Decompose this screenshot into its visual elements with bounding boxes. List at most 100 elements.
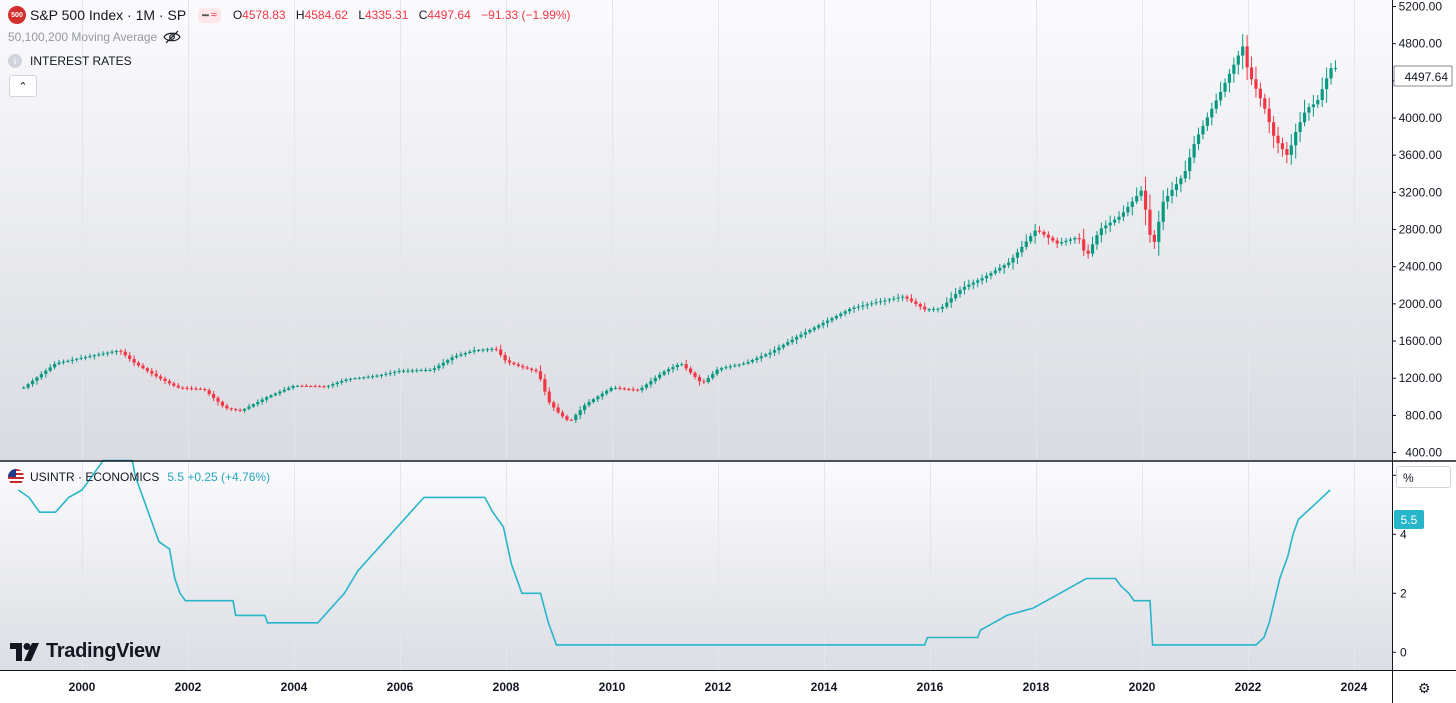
- time-tick-label: 2016: [917, 680, 944, 694]
- tradingview-logo[interactable]: TradingView: [10, 640, 160, 663]
- last-price-text: 4497.64: [1405, 70, 1449, 84]
- rate-symbol[interactable]: USINTR · ECONOMICS: [30, 470, 160, 484]
- candle-body: [145, 368, 149, 371]
- candle-body: [225, 405, 229, 409]
- candle-body: [1174, 184, 1179, 191]
- candle-body: [1188, 157, 1192, 172]
- candle-body: [397, 370, 401, 372]
- candle-body: [1051, 237, 1055, 241]
- candle-body: [772, 350, 777, 353]
- candle-body: [768, 352, 772, 355]
- candle-body: [1073, 238, 1077, 240]
- candle-body: [97, 354, 101, 356]
- candle-body: [1219, 91, 1223, 101]
- candle-body: [839, 313, 843, 316]
- candlestick-series: [22, 33, 1338, 423]
- candle-body: [622, 388, 626, 390]
- candle-body: [1086, 250, 1090, 254]
- candle-body: [1055, 240, 1059, 244]
- candle-body: [596, 396, 600, 400]
- candle-body: [613, 387, 618, 389]
- candle-body: [481, 349, 485, 351]
- candle-body: [437, 365, 441, 369]
- candle-body: [48, 367, 52, 371]
- candle-body: [817, 325, 821, 328]
- candle-body: [212, 394, 216, 398]
- candle-body: [759, 356, 763, 359]
- candle-body: [1015, 252, 1020, 258]
- candle-body: [189, 388, 194, 390]
- candle-body: [216, 397, 220, 402]
- candle-body: [123, 351, 127, 356]
- candle-body: [737, 364, 741, 366]
- eye-hidden-icon[interactable]: [163, 30, 181, 44]
- time-tick-label: 2012: [705, 680, 732, 694]
- candle-body: [949, 298, 953, 303]
- candle-body: [636, 389, 640, 391]
- candle-body: [172, 383, 176, 386]
- candle-body: [176, 385, 180, 388]
- ma-label: 50,100,200 Moving Average: [8, 30, 158, 44]
- candle-body: [1068, 239, 1073, 241]
- candle-body: [799, 334, 803, 337]
- candle-body: [750, 360, 755, 362]
- candle-body: [755, 358, 759, 361]
- ohlc-change-value: −91.33 (−1.99%): [481, 8, 571, 22]
- candle-body: [795, 336, 799, 340]
- candle-body: [247, 406, 251, 409]
- candle-body: [719, 368, 724, 370]
- time-tick-label: 2004: [281, 680, 308, 694]
- candle-body: [556, 407, 560, 413]
- percent-scale-box[interactable]: %: [1396, 466, 1451, 488]
- rate-tick-label: 0: [1400, 645, 1407, 659]
- candle-body: [512, 362, 516, 365]
- candle-body: [671, 367, 675, 370]
- candle-body: [574, 415, 578, 420]
- candle-body: [1214, 100, 1218, 109]
- candle-body: [1254, 79, 1258, 89]
- candle-body: [728, 366, 732, 368]
- candle-body: [516, 364, 520, 366]
- candle-body: [278, 391, 282, 394]
- candle-body: [640, 387, 644, 391]
- symbol-badge[interactable]: 500: [8, 6, 26, 24]
- candle-body: [733, 365, 737, 367]
- interest-legend[interactable]: i INTEREST RATES: [8, 54, 132, 68]
- time-axis[interactable]: 2000 2002 2004 2006 2008 2010 2012 2014 2016 2018…: [69, 680, 1368, 694]
- candle-body: [1329, 68, 1333, 79]
- candle-body: [1121, 212, 1126, 217]
- candle-body: [967, 284, 971, 287]
- candle-body: [808, 329, 812, 333]
- candle-body: [821, 322, 825, 326]
- candle-body: [1245, 46, 1249, 68]
- compare-toggle[interactable]: ━ ≈: [198, 7, 221, 23]
- candle-body: [936, 308, 940, 310]
- time-tick-label: 2000: [69, 680, 96, 694]
- candle-body: [825, 320, 830, 323]
- candle-body: [565, 416, 569, 420]
- candle-body: [892, 298, 896, 300]
- ma-legend[interactable]: 50,100,200 Moving Average: [8, 30, 181, 44]
- candle-body: [388, 372, 392, 374]
- candle-body: [684, 364, 688, 369]
- candle-body: [1170, 190, 1174, 196]
- symbol-title[interactable]: S&P 500 Index · 1M · SP: [30, 7, 187, 23]
- candle-body: [870, 303, 874, 305]
- price-tick-label: 1600.00: [1399, 334, 1443, 348]
- interest-rate-series: [17, 459, 1331, 646]
- collapse-legend-button[interactable]: ⌃: [9, 75, 37, 97]
- candle-body: [26, 384, 30, 388]
- settings-gear-icon[interactable]: ⚙: [1418, 680, 1431, 696]
- candle-body: [136, 362, 141, 366]
- tradingview-logo-icon: [10, 642, 39, 661]
- time-tick-label: 2018: [1023, 680, 1050, 694]
- price-tick-label: 4800.00: [1399, 37, 1443, 51]
- candle-body: [322, 386, 326, 388]
- candle-body: [507, 360, 512, 363]
- rate-axis[interactable]: 6420: [1392, 468, 1407, 659]
- candle-body: [1249, 67, 1254, 80]
- candle-body: [874, 302, 878, 304]
- candle-body: [1236, 55, 1240, 65]
- candle-body: [119, 350, 123, 352]
